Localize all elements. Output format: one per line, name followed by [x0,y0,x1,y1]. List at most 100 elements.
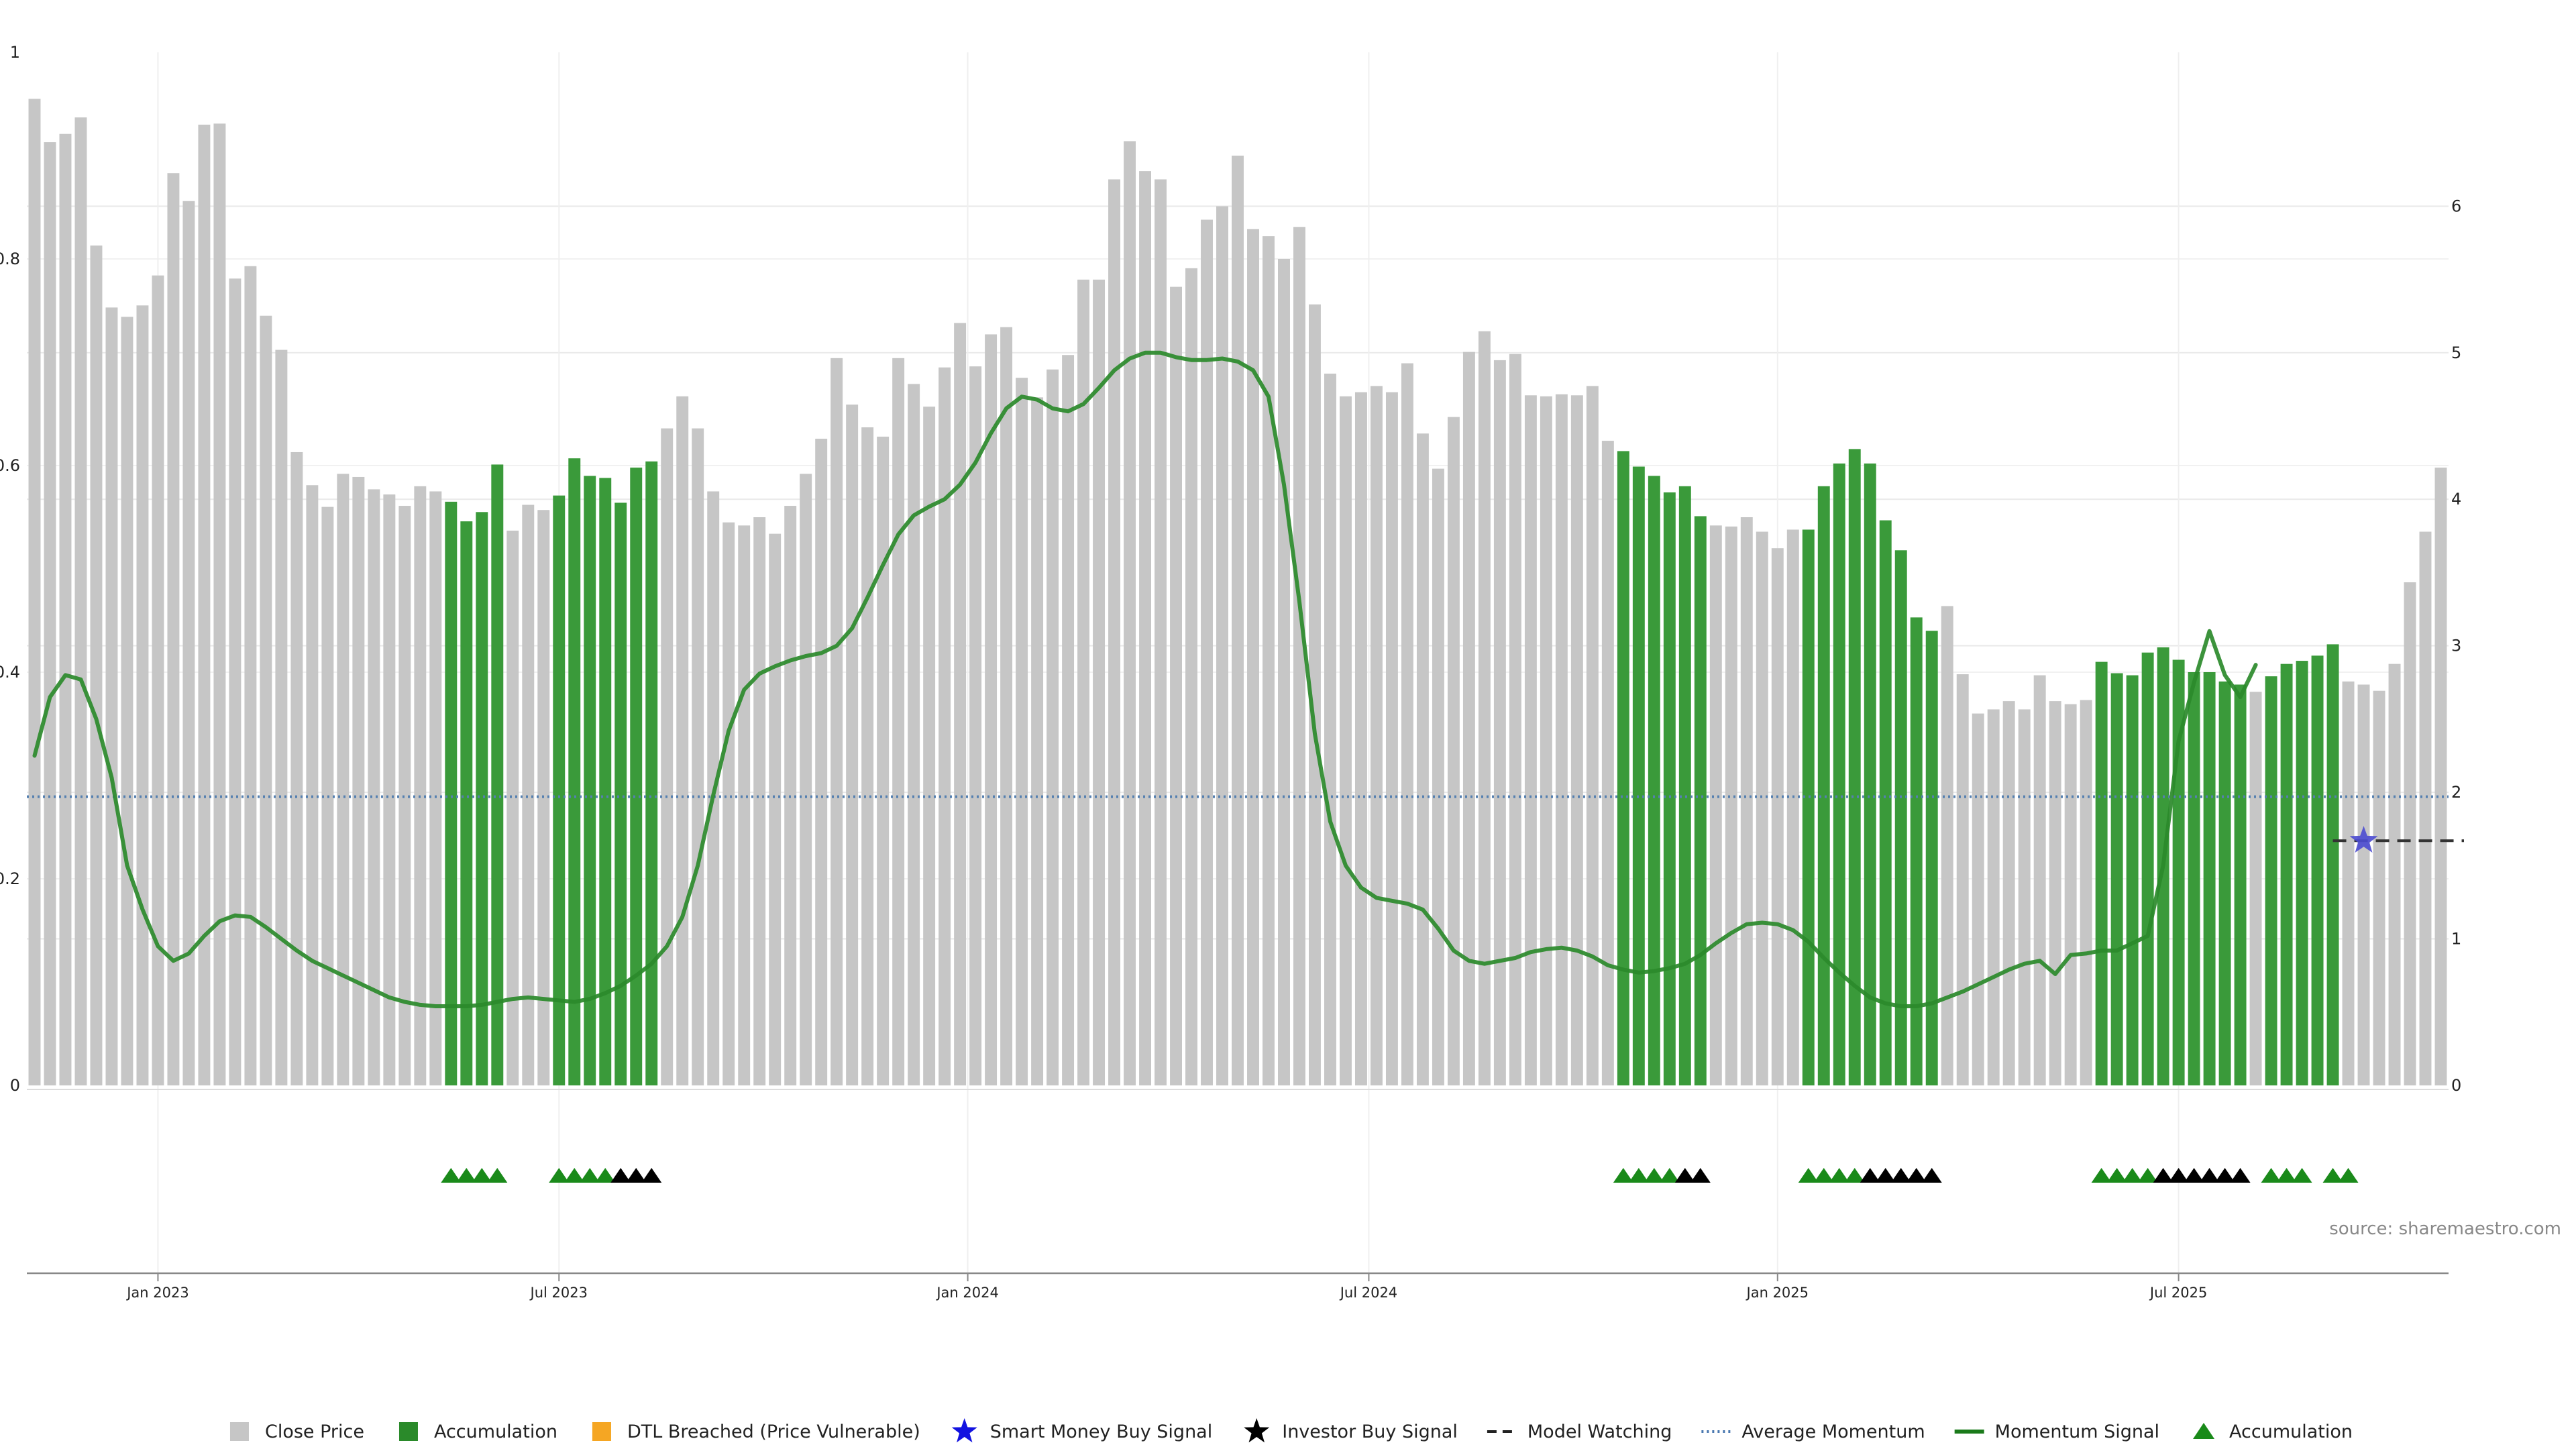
close-price-bar [368,489,380,1085]
close-price-bar [676,396,689,1085]
accumulation-bar [599,478,612,1085]
y-left-tick-label: 0.4 [0,663,20,682]
close-price-bar [1139,171,1152,1086]
close-price-bar [398,506,411,1085]
close-price-bar [1278,259,1290,1085]
close-price-bar [846,405,859,1085]
legend-star-icon [1244,1418,1270,1443]
accumulation-triangle [487,1168,508,1183]
close-price-bar [1601,441,1614,1085]
y-right-tick-label: 0 [2451,1076,2461,1095]
accumulation-triangle [564,1168,585,1183]
close-price-bar [877,436,890,1085]
close-price-bar [74,117,87,1085]
legend-label: DTL Breached (Price Vulnerable) [627,1421,920,1442]
investor-buy-triangle [2184,1168,2204,1183]
legend-item: Average Momentum [1701,1421,1925,1442]
accumulation-triangle [1659,1168,1680,1183]
close-price-bar [260,315,272,1086]
accumulation-triangle [1829,1168,1849,1183]
close-price-bar [769,533,782,1085]
accumulation-bar [1648,476,1660,1085]
close-price-bar [1725,526,1737,1085]
legend-label: Average Momentum [1741,1421,1925,1442]
close-price-bar [1972,713,1984,1085]
accumulation-triangle [595,1168,616,1183]
close-price-bar [2388,663,2401,1085]
y-right-tick-label: 3 [2451,637,2461,655]
close-price-bar [1077,279,1090,1085]
legend-square-icon [592,1422,611,1441]
close-price-bar [1000,327,1013,1085]
close-price-bars [28,99,2447,1086]
close-price-bar [306,485,319,1085]
close-price-bar [1185,268,1197,1085]
accumulation-bar [2311,655,2324,1085]
close-price-bar [2064,704,2077,1085]
investor-buy-triangle [641,1168,662,1183]
y-right-tick-label: 1 [2451,930,2461,949]
legend-square-icon [229,1422,249,1441]
close-price-bar [1232,156,1244,1085]
accumulation-bar [445,501,458,1085]
close-price-bar [861,427,874,1085]
accumulation-bar [1632,466,1645,1085]
close-price-bar [692,428,704,1085]
accumulation-triangle [441,1168,462,1183]
close-price-bar [1385,392,1398,1086]
accumulation-bar [1617,451,1629,1085]
x-tick-label: Jul 2023 [529,1285,588,1301]
legend-label: Smart Money Buy Signal [990,1421,1213,1442]
accumulation-triangle [2137,1168,2158,1183]
close-price-bar [1509,354,1521,1086]
close-price-bar [1570,395,1583,1085]
close-price-bar [290,451,303,1085]
x-axis-date-ticks: Jan 2023 Jul 2023 Jan 2024 Jul 2024 Jan 2025… [125,1273,2207,1301]
close-price-bar [1309,304,1321,1085]
accumulation-triangle [2322,1168,2343,1183]
close-price-bar [2434,468,2447,1085]
close-price-bar [2002,701,2015,1085]
y-left-tick-label: 1 [10,43,20,62]
momentum-signal-line [32,350,2258,1008]
y-axis-right-ticks: 0 1 2 3 4 5 6 [2451,197,2461,1095]
accumulation-bar [2234,684,2247,1085]
legend-square-icon [398,1422,418,1441]
close-price-bar [1170,286,1182,1086]
accumulation-triangle [2106,1168,2127,1183]
accumulation-triangle [2261,1168,2282,1183]
legend-triangle-icon [2193,1423,2215,1439]
close-price-bar [90,245,103,1086]
close-price-bar [198,124,211,1085]
y-left-tick-label: 0 [10,1076,20,1095]
accumulation-bar [1910,617,1923,1085]
close-price-bar [182,201,195,1085]
y-right-tick-label: 2 [2451,783,2461,802]
close-price-bar [152,275,164,1085]
accumulation-triangle [1844,1168,1865,1183]
accumulation-triangle [1798,1168,1819,1183]
accumulation-bar [1833,463,1845,1085]
y-left-tick-label: 0.8 [0,250,20,268]
legend-item: Close Price [229,1421,364,1442]
close-price-bar [1956,674,1969,1085]
smart-money-signal-group [2349,826,2378,853]
close-price-bar [830,358,843,1085]
accumulation-bar [1864,463,1876,1085]
investor-buy-triangle [1690,1168,1711,1183]
accumulation-bar [2126,675,2139,1085]
close-price-bar [1771,548,1784,1085]
accumulation-bar [2203,672,2216,1085]
y-left-tick-label: 0.2 [0,869,20,888]
accumulation-bar [1802,529,1815,1085]
legend-item: Accumulation [2193,1421,2353,1442]
close-price-bar [722,522,735,1085]
accumulation-triangle [2338,1168,2359,1183]
y-left-tick-label: 0.6 [0,456,20,475]
close-price-bar [522,504,535,1085]
legend-star-icon [951,1418,977,1443]
investor-buy-triangle [610,1168,631,1183]
close-price-bar [136,305,149,1085]
close-price-bar [121,317,133,1085]
close-price-bar [1263,236,1275,1085]
